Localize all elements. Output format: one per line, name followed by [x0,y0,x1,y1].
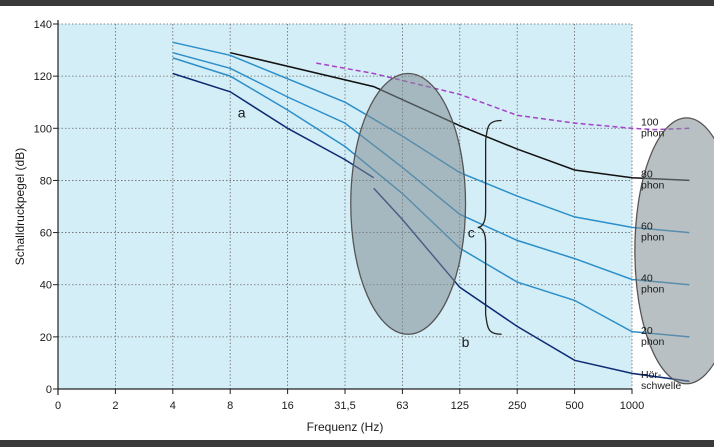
y-tick-label: 20 [40,332,52,344]
frame-bar-bottom [0,440,714,447]
x-tick-label: 31,5 [334,400,355,412]
x-tick-label: 2 [112,400,118,412]
x-tick-label: 63 [396,400,408,412]
y-tick-label: 40 [40,280,52,292]
y-tick-label: 0 [46,384,52,396]
highlight-ellipse-1 [350,72,467,335]
annotation-c: c [468,225,475,241]
y-tick-label: 100 [34,123,52,135]
curve-label-20-phon: 20 phon [641,325,665,348]
curve-label-hör-schwelle: Hör-schwelle [641,369,681,392]
x-tick-label: 250 [508,400,526,412]
x-tick-label: 16 [281,400,293,412]
x-tick-label: 500 [565,400,583,412]
bracket-c [477,119,502,335]
y-tick-label: 140 [34,19,52,31]
x-tick-label: 1000 [620,400,644,412]
x-tick-label: 4 [170,400,176,412]
curve-80-phon [230,51,690,182]
annotation-a: a [238,105,246,121]
curve-label-80-phon: 80 phon [641,168,665,191]
y-tick-label: 80 [40,175,52,187]
curve-label-60-phon: 60 phon [641,221,665,244]
frame-bar-top [0,0,714,6]
curve-label-40-phon: 40 phon [641,273,665,296]
curve-label-100-phon: 100 phon [641,116,665,139]
y-tick-label: 60 [40,228,52,240]
x-tick-label: 8 [227,400,233,412]
highlight-ellipse-2 [634,117,714,385]
x-tick-label: 125 [451,400,469,412]
y-axis-title: Schalldruckpegel (dB) [13,148,27,265]
x-axis-title: Frequenz (Hz) [307,420,384,434]
annotation-b: b [462,334,470,350]
y-tick-label: 120 [34,71,52,83]
x-tick-label: 0 [55,400,61,412]
curve-100-phon [316,62,690,131]
